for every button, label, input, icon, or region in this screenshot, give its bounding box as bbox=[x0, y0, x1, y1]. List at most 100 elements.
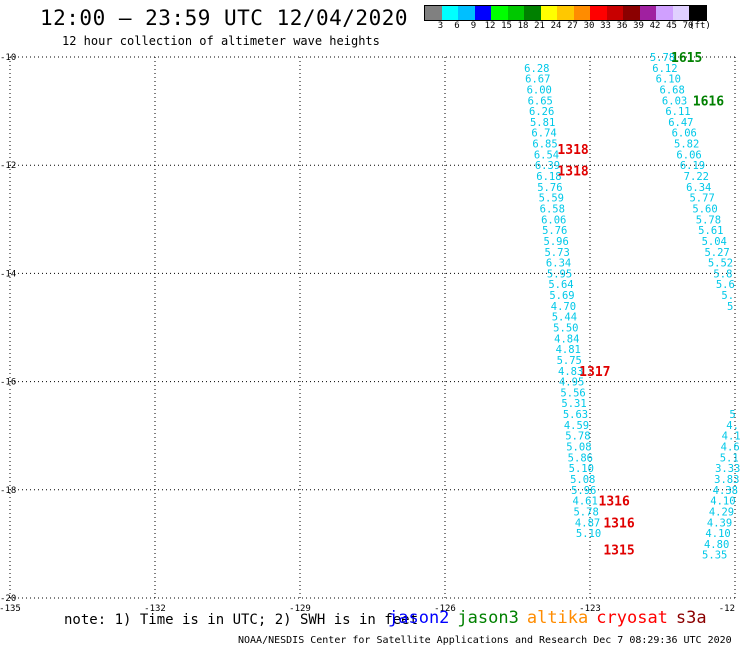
color-scale-label: 45 bbox=[666, 21, 677, 31]
swh-value-label: 5.95 bbox=[547, 268, 572, 280]
swh-value-label: 6.06 bbox=[672, 128, 697, 140]
lat-tick-label: -12 bbox=[0, 161, 16, 171]
color-scale-label: 21 bbox=[534, 21, 545, 31]
swh-value-label: 5.10 bbox=[569, 463, 594, 475]
pass-time-label: 1316 bbox=[603, 516, 634, 531]
lon-tick-label: -12 bbox=[719, 604, 735, 614]
swh-value-label: 5.81 bbox=[530, 117, 555, 129]
color-scale-label: 3 bbox=[437, 21, 444, 31]
swh-value-label: 5.75 bbox=[557, 355, 582, 367]
swh-value-label: 4.87 bbox=[575, 517, 600, 529]
color-swatch bbox=[524, 6, 541, 20]
swh-value-label: 4.61 bbox=[573, 496, 598, 508]
color-scale-label: 33 bbox=[600, 21, 611, 31]
color-scale-label: 15 bbox=[501, 21, 512, 31]
pass-time-label: 1316 bbox=[599, 495, 630, 510]
color-scale-label: 70 bbox=[682, 21, 694, 31]
color-swatch bbox=[557, 6, 574, 20]
satellite-legend: jason2 jason3 altika cryosat s3a bbox=[388, 608, 715, 628]
lat-tick-label: -14 bbox=[0, 269, 16, 279]
swh-value-label: 6.03 bbox=[662, 95, 687, 107]
legend-item-altika: altika bbox=[526, 608, 589, 628]
swh-value-label: 5.35 bbox=[702, 550, 727, 562]
pass-time-label: 1318 bbox=[557, 143, 588, 158]
swh-value-label: 5.61 bbox=[698, 225, 723, 237]
swh-value-label: 3.33 bbox=[715, 463, 740, 475]
swh-value-label: 6.18 bbox=[536, 171, 561, 183]
color-scale-label: 12 bbox=[484, 21, 496, 31]
swh-value-label: 5.60 bbox=[692, 203, 717, 215]
color-swatch bbox=[507, 6, 524, 20]
swh-value-label: 5.56 bbox=[560, 387, 585, 399]
pass-time-label: 1318 bbox=[557, 165, 588, 180]
swh-value-label: 5.10 bbox=[576, 528, 601, 540]
color-scale-label: (ft) bbox=[689, 21, 711, 31]
swh-value-label: 5.78 bbox=[650, 52, 675, 64]
swh-value-label: 5.63 bbox=[563, 409, 588, 421]
swh-value-label: 6.28 bbox=[524, 63, 549, 75]
swh-value-label: 5.77 bbox=[689, 193, 714, 205]
swh-value-label: 6.58 bbox=[540, 203, 565, 215]
swh-value-label: 5.04 bbox=[702, 236, 727, 248]
swh-value-label: 5.86 bbox=[568, 452, 593, 464]
swh-value-label: 6.12 bbox=[652, 63, 677, 75]
swh-value-label: 5.08 bbox=[570, 474, 595, 486]
swh-value-label: 4.29 bbox=[709, 506, 734, 518]
swh-value-label: 5.96 bbox=[571, 485, 596, 497]
legend-item-s3a: s3a bbox=[675, 608, 707, 628]
swh-value-label: 4.81 bbox=[556, 344, 581, 356]
color-scale-label: 9 bbox=[470, 21, 477, 31]
swh-value-label: 5.78 bbox=[573, 506, 598, 518]
swh-value-label: 6.54 bbox=[534, 149, 559, 161]
color-swatch bbox=[623, 6, 640, 20]
swh-value-label: 5.78 bbox=[565, 431, 590, 443]
color-scale-label: 36 bbox=[616, 21, 628, 31]
map-title: 12:00 – 23:59 UTC 12/04/2020 bbox=[40, 6, 409, 30]
pass-time-label: 1317 bbox=[579, 365, 610, 380]
swh-value-label: 4. bbox=[726, 420, 739, 432]
color-scale-label: 39 bbox=[633, 21, 644, 31]
swh-value-label: 4.10 bbox=[705, 528, 730, 540]
swh-value-label: 7.22 bbox=[684, 171, 709, 183]
swh-value-label: 6.19 bbox=[680, 160, 705, 172]
swh-value-label: 5.6 bbox=[716, 279, 735, 291]
swh-value-label: 5.50 bbox=[553, 323, 578, 335]
pass-time-label: 1315 bbox=[603, 543, 634, 558]
swh-value-label: 4.1 bbox=[722, 431, 740, 443]
swh-value-label: 4.6 bbox=[721, 442, 740, 454]
swh-value-label: 5 bbox=[727, 301, 733, 313]
swh-value-label: 5.73 bbox=[544, 247, 569, 259]
color-swatch bbox=[639, 6, 656, 20]
swh-value-label: 6.34 bbox=[546, 258, 571, 270]
swh-value-label: 5.44 bbox=[552, 312, 577, 324]
swh-value-label: 5.8 bbox=[713, 268, 732, 280]
swh-value-label: 6.00 bbox=[527, 84, 552, 96]
swh-value-label: 5.31 bbox=[561, 398, 586, 410]
swh-value-label: 4.80 bbox=[704, 539, 729, 551]
color-scale-label: 6 bbox=[454, 21, 460, 31]
map-subtitle: 12 hour collection of altimeter wave hei… bbox=[62, 34, 380, 48]
swh-value-label: 5.59 bbox=[539, 193, 564, 205]
color-swatch bbox=[672, 6, 689, 20]
units-note: note: 1) Time is in UTC; 2) SWH is in fe… bbox=[64, 612, 419, 628]
legend-item-jason2: jason2 bbox=[388, 608, 450, 628]
swh-value-label: 4.84 bbox=[554, 333, 579, 345]
swh-value-label: 5.96 bbox=[544, 236, 569, 248]
pass-time-label: 1616 bbox=[693, 94, 724, 109]
swh-value-label: 6.26 bbox=[529, 106, 554, 118]
lat-tick-label: -20 bbox=[0, 594, 16, 604]
swh-value-label: 4.38 bbox=[713, 485, 738, 497]
legend-item-jason3: jason3 bbox=[457, 608, 519, 628]
swh-value-label: 5.27 bbox=[704, 247, 729, 259]
swh-value-label: 5.64 bbox=[548, 279, 573, 291]
swh-value-label: 4.95 bbox=[559, 377, 584, 389]
color-swatch bbox=[606, 6, 623, 20]
swh-value-label: 4.59 bbox=[564, 420, 589, 432]
lon-tick-label: -126 bbox=[434, 604, 456, 614]
swh-value-label: 6.39 bbox=[535, 160, 560, 172]
swh-value-label: 6.68 bbox=[660, 84, 685, 96]
color-swatch bbox=[590, 6, 607, 20]
lon-tick-label: -135 bbox=[0, 604, 21, 614]
color-swatch bbox=[458, 6, 475, 20]
